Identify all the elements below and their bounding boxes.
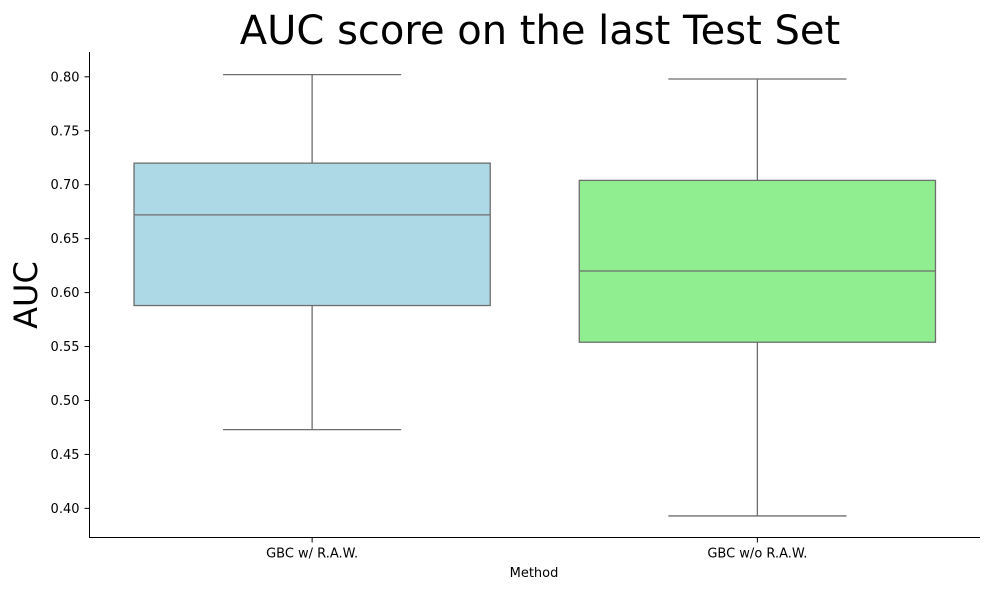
x-axis-label: Method [510, 566, 559, 581]
iqr-box [133, 162, 491, 307]
x-tick-label: GBC w/o R.A.W. [707, 547, 807, 562]
x-tick-label: GBC w/ R.A.W. [266, 547, 358, 562]
y-tick-label: 0.70 [51, 178, 80, 193]
chart-title: AUC score on the last Test Set [240, 8, 840, 54]
y-tick-label: 0.60 [51, 286, 80, 301]
y-tick-label: 0.80 [51, 70, 80, 85]
y-tick-label: 0.50 [51, 394, 80, 409]
box-group [578, 78, 937, 517]
y-tick-label: 0.75 [51, 124, 80, 139]
y-tick-label: 0.55 [51, 340, 80, 355]
y-axis-label: AUC [7, 261, 45, 329]
iqr-box [578, 179, 937, 343]
box-group [133, 74, 491, 431]
y-tick-label: 0.65 [51, 232, 80, 247]
y-tick-label: 0.40 [51, 502, 80, 517]
y-tick-label: 0.45 [51, 448, 80, 463]
